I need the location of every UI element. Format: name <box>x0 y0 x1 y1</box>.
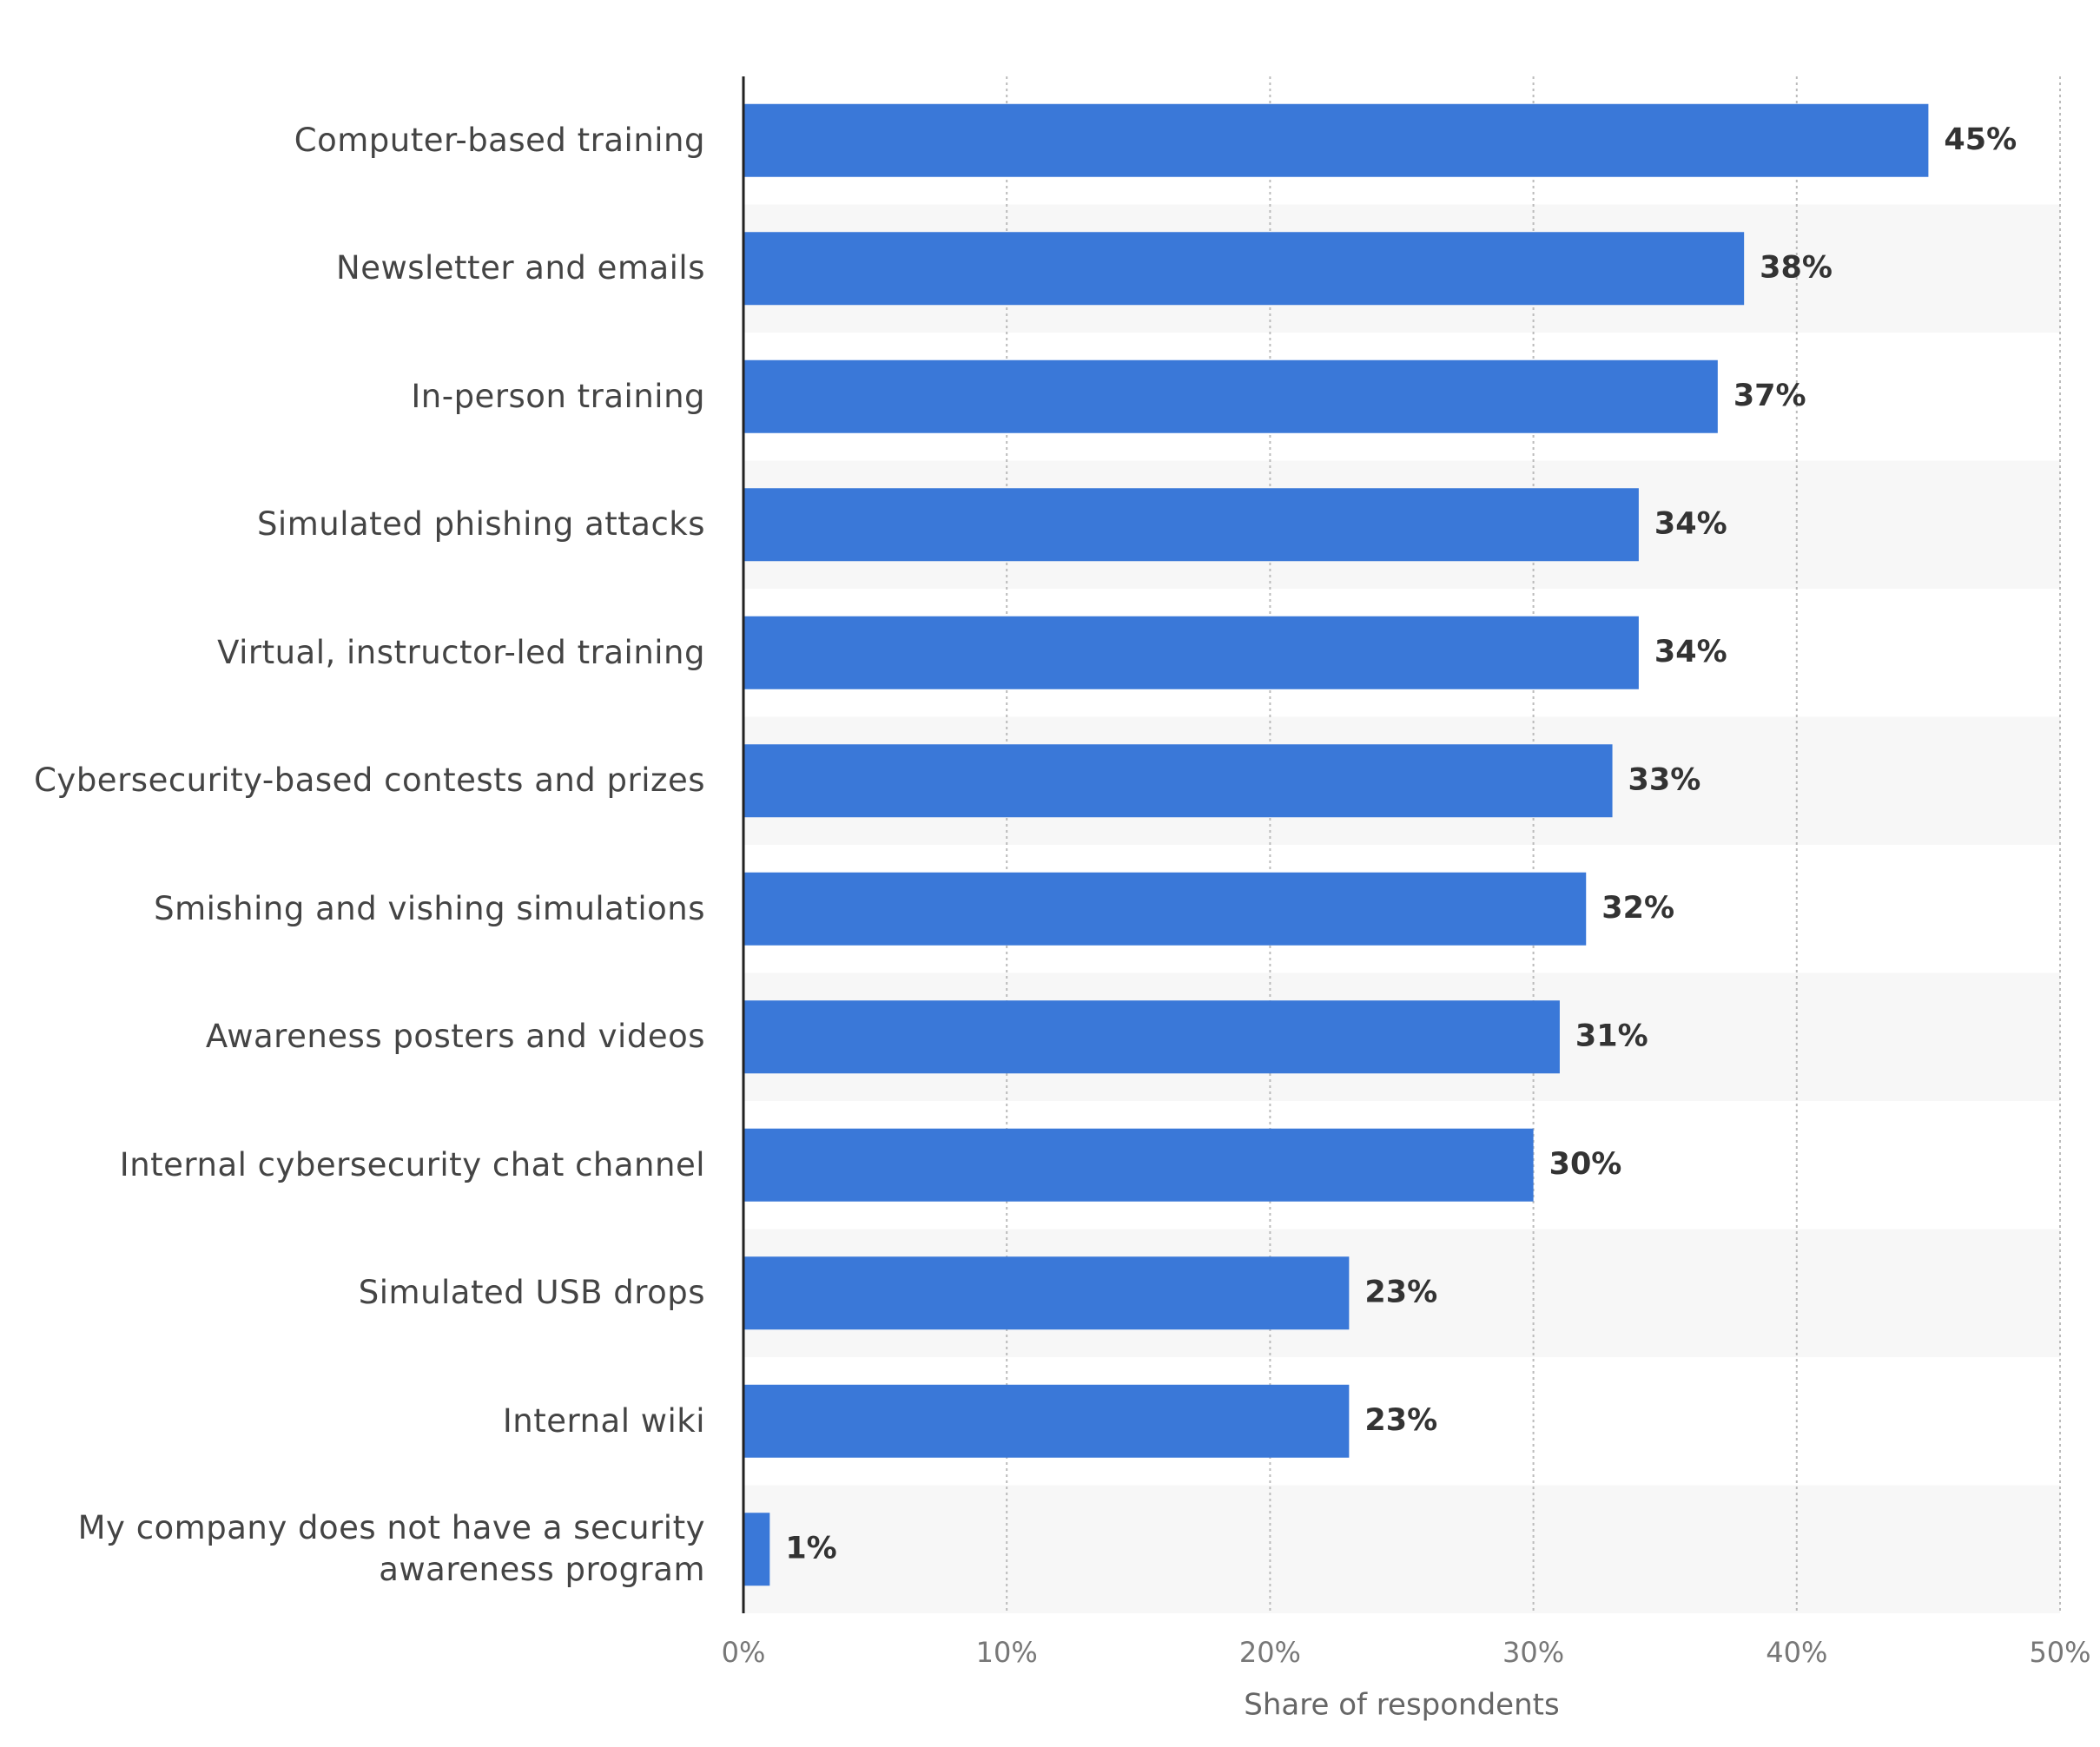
x-tick-label: 0% <box>722 1636 766 1669</box>
category-label: Internal wiki <box>502 1401 705 1440</box>
category-label: Newsletter and emails <box>336 249 705 287</box>
x-axis-title: Share of respondents <box>1244 1688 1559 1723</box>
value-label: 33% <box>1628 762 1701 797</box>
x-tick-label: 20% <box>1239 1636 1301 1669</box>
bar <box>743 1513 770 1586</box>
category-label: Internal cybersecurity chat channel <box>119 1145 705 1183</box>
category-label: Cybersecurity-based contests and prizes <box>34 761 705 800</box>
value-label: 31% <box>1575 1019 1648 1053</box>
value-label: 32% <box>1601 891 1674 926</box>
category-label: My company does not have a security awar… <box>77 1509 705 1589</box>
category-label: In-person training <box>411 377 705 415</box>
bar <box>743 616 1639 689</box>
bar <box>743 359 1718 433</box>
value-label: 45% <box>1944 122 2017 157</box>
category-label: Simulated USB drops <box>358 1274 705 1312</box>
bar <box>743 872 1587 946</box>
x-tick-label: 50% <box>2029 1636 2090 1669</box>
category-label: Virtual, instructor-led training <box>217 633 705 671</box>
value-label: 23% <box>1364 1403 1437 1438</box>
value-label: 23% <box>1364 1275 1437 1309</box>
value-label: 30% <box>1549 1147 1622 1182</box>
bar <box>743 1384 1350 1458</box>
x-tick-label: 30% <box>1502 1636 1564 1669</box>
value-label: 37% <box>1733 379 1806 413</box>
value-label: 34% <box>1654 506 1727 541</box>
x-tick-label: 40% <box>1766 1636 1827 1669</box>
category-label: Smishing and vishing simulations <box>154 889 705 927</box>
bar <box>743 488 1639 562</box>
bar <box>743 1256 1350 1330</box>
bar <box>743 232 1745 306</box>
bar <box>743 744 1613 818</box>
category-label: Simulated phishing attacks <box>256 505 705 544</box>
row-band <box>743 1485 2060 1613</box>
value-label: 38% <box>1760 250 1833 285</box>
bar <box>743 1128 1534 1202</box>
category-label: Computer-based training <box>294 121 705 159</box>
category-label: Awareness posters and videos <box>205 1018 705 1056</box>
bar <box>743 1000 1560 1074</box>
value-label: 34% <box>1654 635 1727 669</box>
value-label: 1% <box>785 1531 836 1566</box>
x-tick-label: 10% <box>976 1636 1038 1669</box>
bar <box>743 103 1929 177</box>
